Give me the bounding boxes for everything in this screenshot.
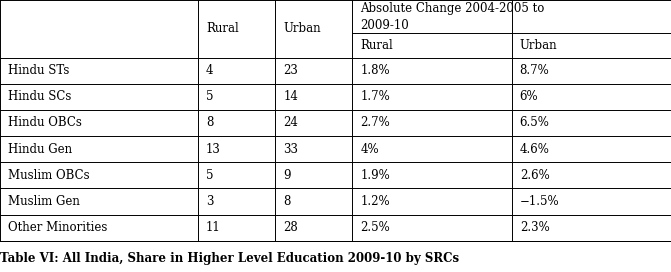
Text: 2.5%: 2.5% <box>360 221 390 234</box>
Text: Absolute Change 2004-2005 to
2009-10: Absolute Change 2004-2005 to 2009-10 <box>360 2 545 32</box>
Text: 6%: 6% <box>519 90 538 103</box>
Text: 23: 23 <box>283 64 298 77</box>
Text: 3: 3 <box>206 195 213 208</box>
Text: 4: 4 <box>206 64 213 77</box>
Text: 14: 14 <box>283 90 298 103</box>
Text: Hindu STs: Hindu STs <box>8 64 69 77</box>
Text: 2.6%: 2.6% <box>519 169 550 182</box>
Text: 8: 8 <box>206 116 213 129</box>
Text: 2.7%: 2.7% <box>360 116 390 129</box>
Text: 1.2%: 1.2% <box>360 195 390 208</box>
Text: 2.3%: 2.3% <box>519 221 550 234</box>
Text: 8.7%: 8.7% <box>519 64 550 77</box>
Text: 28: 28 <box>283 221 298 234</box>
Text: Rural: Rural <box>206 22 239 35</box>
Text: Rural: Rural <box>360 39 393 52</box>
Text: 1.9%: 1.9% <box>360 169 390 182</box>
Text: Muslim Gen: Muslim Gen <box>8 195 80 208</box>
Text: Hindu SCs: Hindu SCs <box>8 90 71 103</box>
Text: 9: 9 <box>283 169 291 182</box>
Text: 13: 13 <box>206 143 221 156</box>
Text: Table VI: All India, Share in Higher Level Education 2009-10 by SRCs: Table VI: All India, Share in Higher Lev… <box>0 252 459 265</box>
Text: 24: 24 <box>283 116 298 129</box>
Text: Urban: Urban <box>519 39 558 52</box>
Text: Hindu Gen: Hindu Gen <box>8 143 72 156</box>
Text: 5: 5 <box>206 90 213 103</box>
Text: Other Minorities: Other Minorities <box>8 221 107 234</box>
Text: −1.5%: −1.5% <box>519 195 560 208</box>
Text: 33: 33 <box>283 143 298 156</box>
Text: 1.7%: 1.7% <box>360 90 390 103</box>
Text: 4.6%: 4.6% <box>519 143 550 156</box>
Text: 8: 8 <box>283 195 291 208</box>
Text: 4%: 4% <box>360 143 379 156</box>
Text: Muslim OBCs: Muslim OBCs <box>8 169 90 182</box>
Text: Urban: Urban <box>283 22 321 35</box>
Text: 11: 11 <box>206 221 221 234</box>
Text: 6.5%: 6.5% <box>519 116 550 129</box>
Text: Hindu OBCs: Hindu OBCs <box>8 116 82 129</box>
Text: 1.8%: 1.8% <box>360 64 390 77</box>
Text: 5: 5 <box>206 169 213 182</box>
